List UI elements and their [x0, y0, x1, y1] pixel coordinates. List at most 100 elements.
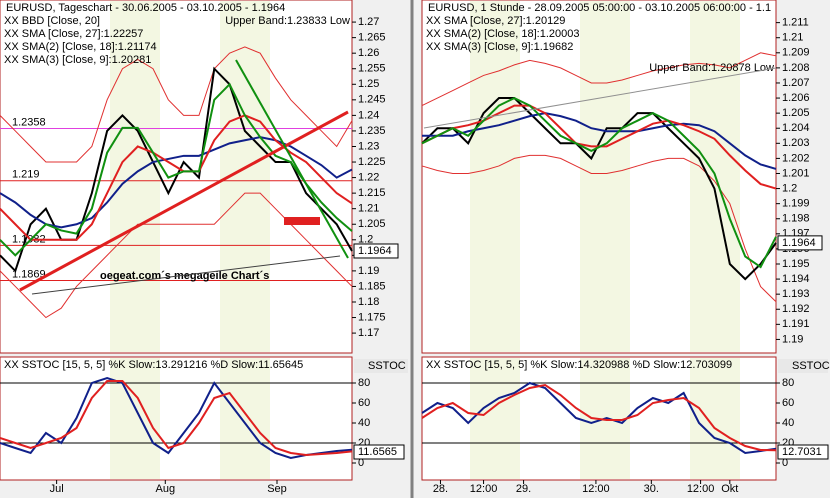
legend-entry: XX SMA(3) [Close, 9]:1.20281: [4, 54, 151, 66]
legend-entry: XX SMA [Close, 27]:1.20129: [426, 15, 565, 27]
y-tick-label: 1.26: [358, 47, 379, 59]
trend-line: [235, 59, 349, 259]
osc-header-box: [778, 359, 828, 373]
y-tick-label: 1.17: [358, 327, 379, 339]
band-label: Upper Band:1.20878 Low: [649, 62, 774, 74]
y-tick-label: 1.27: [358, 16, 379, 28]
drawn-box: [284, 217, 320, 225]
series-line: [421, 383, 777, 452]
y-tick-label: 1.206: [782, 92, 810, 104]
y-tick-label: 1.255: [358, 63, 386, 75]
y-tick-label: 1.193: [782, 288, 810, 300]
last-value-box: [777, 235, 823, 251]
last-value-label: 1.1964: [358, 245, 392, 257]
horizontal-line-label: 1.219: [12, 169, 40, 181]
last-value-label: 1.1964: [782, 237, 816, 249]
session-shade: [690, 358, 740, 479]
y-tick-label: 40: [358, 417, 370, 429]
annotation: oegeat.com´s megageile Chart´s: [100, 270, 269, 282]
y-tick-label: 1.205: [358, 218, 386, 230]
y-tick-label: 60: [358, 397, 370, 409]
y-tick-label: 60: [782, 397, 794, 409]
legend-entry: XX SMA(3) [Close, 9]:1.19682: [426, 41, 573, 53]
series-line: [421, 154, 777, 303]
series-line: [0, 136, 353, 229]
chart-title: EURUSD, 1 Stunde - 28.09.2005 05:00:00 -…: [428, 2, 771, 14]
y-tick-label: 1.235: [358, 125, 386, 137]
osc-value-label: 12.7031: [782, 446, 822, 458]
y-tick-label: 1.175: [358, 311, 386, 323]
y-tick-label: 1.245: [358, 94, 386, 106]
trend-line: [19, 110, 349, 292]
legend-entry: XX BBD [Close, 20]: [4, 15, 100, 27]
osc-legend: XX SSTOC [15, 5, 5] %K Slow:14.320988 %D…: [426, 359, 732, 371]
y-tick-label: 1.199: [782, 198, 810, 210]
series-line: [0, 376, 353, 460]
y-tick-label: 1.192: [782, 303, 810, 315]
x-tick-label: Okt: [721, 483, 738, 495]
y-tick-label: 1.208: [782, 62, 810, 74]
y-tick-label: 40: [782, 417, 794, 429]
x-tick-label: Jul: [50, 483, 64, 495]
osc-header: SSTOC: [792, 360, 830, 372]
band-label: Upper Band:1.23833 Low: [225, 15, 350, 27]
y-tick-label: 0: [782, 457, 788, 469]
y-tick-label: 1.265: [358, 32, 386, 44]
y-tick-label: 1.198: [782, 213, 810, 225]
y-tick-label: 1.21: [358, 203, 379, 215]
session-shade: [220, 358, 270, 479]
x-tick-label: 28.: [433, 483, 448, 495]
osc-header: SSTOC: [368, 360, 406, 372]
osc-legend: XX SSTOC [15, 5, 5] %K Slow:13.291216 %D…: [4, 359, 303, 371]
session-shade: [470, 358, 520, 479]
y-tick-label: 1.209: [782, 47, 810, 59]
y-tick-label: 80: [782, 377, 794, 389]
y-tick-label: 1.203: [782, 137, 810, 149]
x-tick-label: Aug: [155, 483, 175, 495]
y-tick-label: 1.23: [358, 140, 379, 152]
series-line: [0, 380, 353, 457]
horizontal-line-label: 1.1869: [12, 268, 46, 280]
trend-line: [423, 67, 777, 129]
y-tick-label: 1.204: [782, 122, 810, 134]
x-tick-label: 12:00: [582, 483, 610, 495]
series-line: [0, 192, 353, 319]
y-tick-label: 1.2: [358, 234, 373, 246]
series-line: [0, 46, 353, 163]
y-tick-label: 1.21: [782, 32, 803, 44]
series-line: [421, 96, 777, 269]
y-tick-label: 1.185: [358, 280, 386, 292]
y-tick-label: 1.207: [782, 77, 810, 89]
chart-title: EURUSD, Tageschart - 30.06.2005 - 03.10.…: [6, 2, 285, 14]
horizontal-line-label: 1.2358: [12, 116, 46, 128]
y-tick-label: 1.211: [782, 17, 809, 29]
y-tick-label: 0: [358, 457, 364, 469]
legend-entry: XX SMA(2) [Close, 18]:1.20003: [426, 28, 579, 40]
y-tick-label: 80: [358, 377, 370, 389]
series-line: [422, 112, 777, 170]
series-line: [421, 381, 777, 455]
y-tick-label: 1.215: [358, 187, 386, 199]
y-tick-label: 1.205: [782, 107, 810, 119]
session-shade: [110, 1, 160, 352]
series-line: [0, 82, 353, 257]
x-tick-label: 29.: [516, 483, 531, 495]
plot-area: [0, 356, 353, 481]
last-value-box: [353, 243, 399, 259]
osc-value-box: [777, 444, 829, 460]
y-tick-label: 1.195: [782, 258, 810, 270]
x-tick-label: 12:00: [687, 483, 715, 495]
y-tick-label: 1.22: [358, 171, 379, 183]
x-tick-label: 30.: [644, 483, 659, 495]
session-shade: [470, 1, 520, 352]
osc-value-box: [353, 444, 405, 460]
y-tick-label: 1.2: [782, 182, 797, 194]
y-tick-label: 1.191: [782, 318, 810, 330]
series-line: [421, 52, 777, 107]
y-tick-label: 1.18: [358, 296, 379, 308]
session-shade: [110, 358, 160, 479]
y-tick-label: 1.24: [358, 109, 379, 121]
y-tick-label: 1.25: [358, 78, 379, 90]
legend-entry: XX SMA [Close, 27]:1.22257: [4, 28, 143, 40]
